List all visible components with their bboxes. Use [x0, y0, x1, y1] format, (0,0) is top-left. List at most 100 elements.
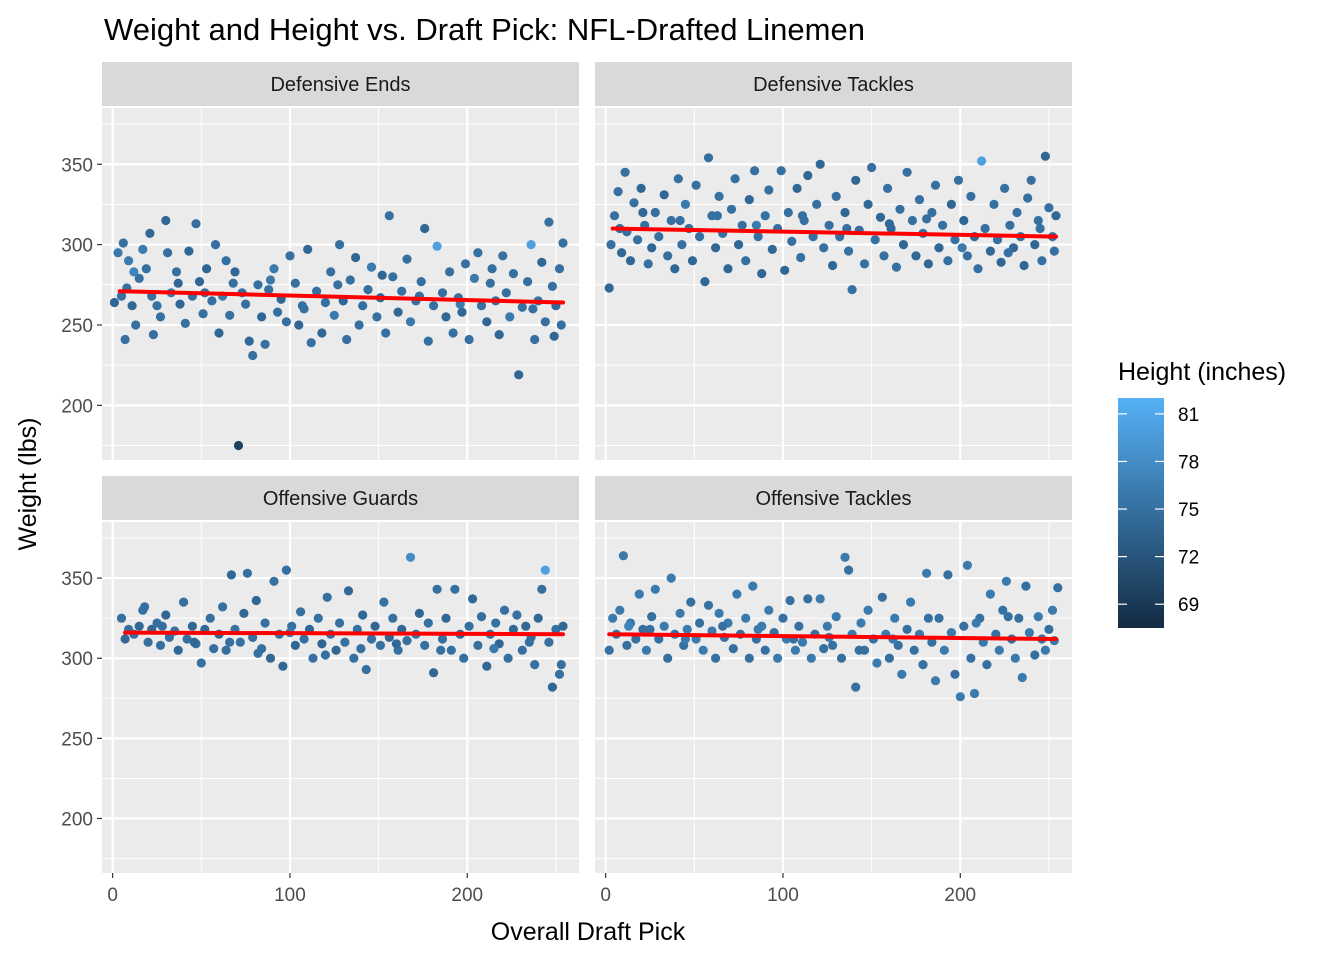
- y-tick-label: 300: [61, 236, 93, 257]
- data-point: [624, 621, 634, 631]
- data-point: [182, 634, 192, 644]
- data-point: [432, 241, 442, 251]
- data-point: [898, 240, 909, 250]
- data-point: [613, 187, 623, 197]
- data-point: [202, 264, 212, 274]
- data-point: [375, 640, 385, 651]
- data-point: [163, 248, 173, 258]
- data-point: [494, 330, 504, 340]
- data-point: [966, 191, 976, 201]
- data-point: [221, 645, 231, 655]
- x-tick-label: 100: [767, 885, 799, 906]
- data-point: [129, 267, 139, 277]
- data-point: [487, 264, 497, 274]
- data-point: [405, 317, 416, 327]
- data-point: [145, 228, 155, 238]
- data-point: [714, 191, 724, 201]
- data-point: [622, 640, 632, 651]
- data-point: [517, 302, 527, 312]
- data-point: [750, 166, 760, 176]
- data-point: [517, 645, 527, 655]
- data-point: [1012, 207, 1022, 218]
- data-point: [505, 312, 515, 322]
- data-point: [1023, 193, 1033, 203]
- data-point: [191, 219, 201, 229]
- data-point: [554, 264, 565, 274]
- data-point: [320, 297, 330, 308]
- data-point: [120, 334, 130, 345]
- data-point: [508, 269, 518, 279]
- data-point: [239, 608, 249, 619]
- data-point: [783, 207, 793, 218]
- data-point: [790, 645, 801, 655]
- data-point: [329, 310, 339, 320]
- data-point: [902, 624, 912, 635]
- data-point: [691, 180, 701, 190]
- data-point: [636, 183, 646, 193]
- data-point: [554, 669, 565, 679]
- data-point: [863, 605, 873, 615]
- data-point: [303, 244, 313, 254]
- data-point: [794, 621, 804, 631]
- data-point: [414, 608, 424, 619]
- data-point: [647, 243, 657, 253]
- data-point: [994, 645, 1004, 655]
- data-point: [253, 280, 263, 290]
- y-tick-label: 200: [61, 810, 93, 831]
- data-point: [358, 301, 368, 311]
- chart-title: Weight and Height vs. Draft Pick: NFL-Dr…: [104, 12, 865, 47]
- data-point: [751, 220, 762, 230]
- data-point: [558, 621, 568, 631]
- data-point: [530, 334, 540, 345]
- data-point: [666, 215, 676, 226]
- data-point: [141, 264, 151, 274]
- data-point: [608, 613, 618, 623]
- data-point: [737, 220, 747, 230]
- data-point: [257, 312, 267, 322]
- x-tick-label: 200: [944, 885, 976, 906]
- data-point: [682, 624, 692, 635]
- data-point: [524, 637, 534, 647]
- data-point: [618, 551, 629, 561]
- data-point: [416, 277, 426, 287]
- data-point: [1035, 223, 1045, 234]
- data-point: [161, 610, 171, 620]
- data-point: [113, 248, 123, 258]
- plot-panel: [595, 522, 1072, 873]
- data-point: [269, 576, 279, 586]
- data-point: [290, 640, 300, 651]
- legend-title: Height (inches): [1118, 358, 1286, 386]
- data-point: [808, 232, 818, 242]
- data-point: [840, 207, 850, 218]
- data-point: [776, 166, 786, 176]
- data-point: [118, 238, 128, 248]
- data-point: [405, 552, 416, 562]
- data-point: [891, 262, 902, 272]
- data-point: [884, 219, 895, 229]
- data-point: [604, 283, 614, 293]
- trend-line: [117, 289, 566, 305]
- data-point: [730, 174, 740, 184]
- data-point: [741, 256, 751, 266]
- data-point: [366, 634, 377, 644]
- data-point: [482, 661, 492, 671]
- data-point: [530, 660, 540, 670]
- data-point: [335, 240, 345, 250]
- data-point: [854, 645, 864, 655]
- data-point: [290, 278, 300, 288]
- data-point: [982, 660, 992, 670]
- data-point: [512, 610, 522, 620]
- data-point: [1044, 203, 1054, 213]
- data-point: [138, 244, 148, 254]
- data-point: [372, 312, 382, 322]
- data-point: [879, 251, 889, 261]
- data-point: [370, 621, 380, 631]
- data-point: [700, 277, 710, 287]
- data-point: [867, 162, 877, 173]
- data-point: [959, 215, 969, 226]
- data-point: [828, 260, 838, 271]
- data-point: [950, 235, 960, 245]
- data-point: [173, 645, 183, 655]
- data-point: [155, 640, 166, 651]
- data-point: [1021, 581, 1031, 591]
